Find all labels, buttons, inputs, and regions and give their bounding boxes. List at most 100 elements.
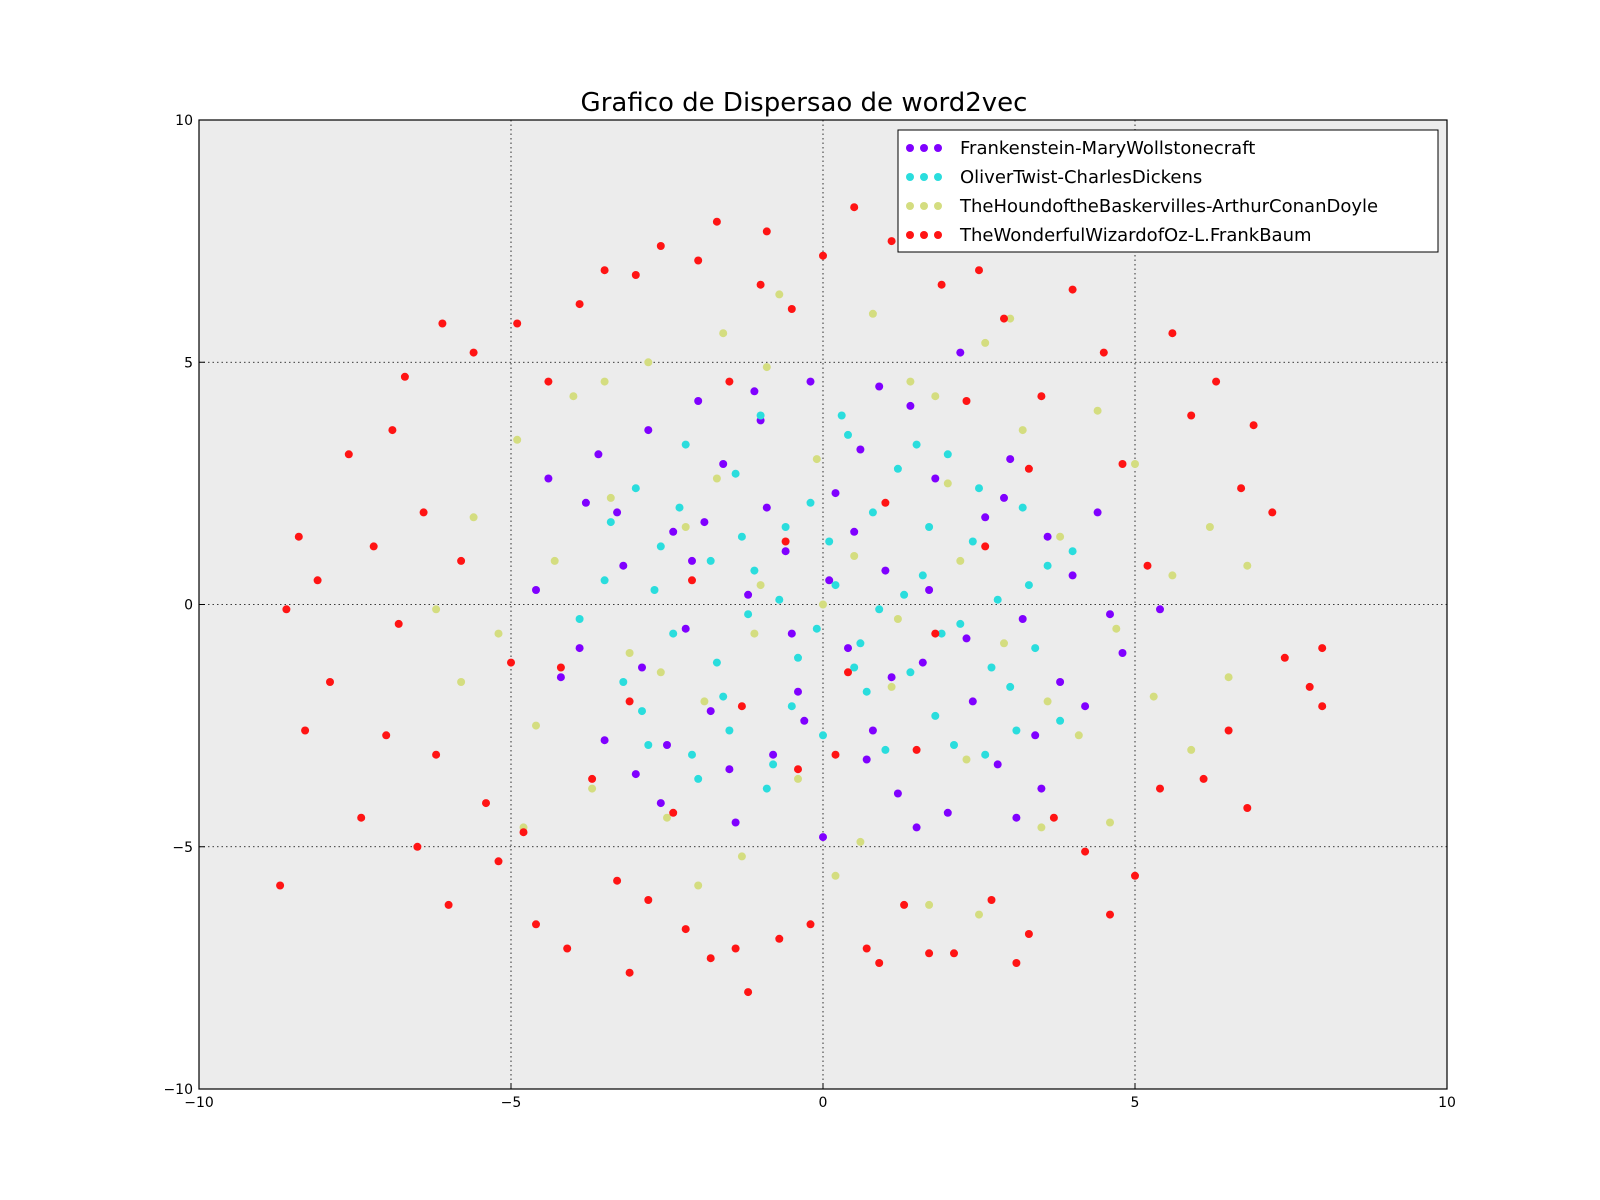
scatter-point [819,251,827,260]
scatter-point [694,397,703,405]
scatter-point [862,755,871,764]
scatter-point [794,774,802,783]
scatter-point [444,900,453,909]
scatter-point [850,663,859,672]
legend-box [897,129,1439,253]
scatter-point [588,774,597,783]
scatter-point [1012,726,1021,735]
scatter-point [513,435,522,444]
scatter-point [806,498,815,507]
scatter-point [968,537,977,546]
legend-marker [934,202,942,210]
legend-marker [920,144,928,152]
x-tick-label: 10 [1438,1095,1456,1111]
scatter-point [918,571,927,580]
scatter-point [1056,716,1065,725]
legend: Frankenstein-MaryWollstonecraft OliverTw… [897,129,1439,253]
scatter-point [1024,581,1033,590]
scatter-point [800,716,809,725]
scatter-point [856,639,865,648]
scatter-point [581,498,590,507]
scatter-point [1000,493,1008,502]
scatter-point [775,290,784,299]
scatter-point [794,765,802,774]
data-points [276,203,1327,997]
legend-label: TheHoundoftheBaskervilles-ArthurConanDoy… [959,196,1378,217]
scatter-point [1081,702,1090,711]
grid [199,120,1447,1089]
scatter-point [912,745,921,754]
scatter-point [844,430,852,439]
scatter-point [831,489,840,498]
scatter-point [906,401,915,410]
scatter-point [1018,426,1027,435]
scatter-point [606,518,615,527]
axis-ticks: −10 −5 0 5 10 −10 −5 0 5 10 [163,113,1455,1111]
scatter-point [893,464,902,473]
scatter-point [700,697,709,706]
scatter-point [688,576,696,585]
scatter-point [1037,823,1046,832]
scatter-point [962,397,971,405]
scatter-point [756,581,765,590]
x-tick-label: −5 [501,1095,522,1111]
scatter-point [544,474,553,483]
legend-entry-3: TheWonderfulWizardofOz-L.FrankBaum [906,225,1312,246]
scatter-point [681,925,690,934]
scatter-point [975,484,983,493]
scatter-point [762,503,771,512]
scatter-point [787,702,796,711]
scatter-point [1037,392,1046,401]
scatter-point [819,731,827,740]
scatter-point [875,382,884,391]
x-tick-label: −10 [184,1095,214,1111]
scatter-point [650,586,659,594]
scatter-point [282,605,291,614]
scatter-point [719,692,728,701]
scatter-point [1118,460,1127,468]
scatter-point [1106,818,1114,827]
legend-marker [906,144,914,152]
scatter-point [681,523,690,531]
scatter-point [850,552,859,560]
scatter-point [532,920,540,929]
scatter-point [850,203,859,212]
scatter-point [931,711,940,720]
scatter-point [388,426,397,435]
scatter-point [775,595,784,604]
scatter-point [731,469,740,478]
scatter-point [781,547,790,556]
scatter-point [357,813,366,822]
scatter-point [400,372,409,381]
x-tick-label: 5 [1131,1095,1140,1111]
series-2 [432,290,1252,919]
scatter-point [1212,377,1221,386]
scatter-point [681,624,690,633]
scatter-point [1187,411,1196,420]
legend-marker [934,231,942,239]
scatter-point [588,784,597,793]
scatter-point [669,629,678,638]
scatter-point [975,910,983,919]
scatter-point [831,750,840,759]
scatter-point [806,920,815,929]
scatter-point [669,527,678,536]
scatter-point [912,823,921,832]
scatter-point [301,726,310,735]
scatter-point [993,760,1002,769]
scatter-point [1006,314,1015,323]
scatter-point [1037,784,1046,793]
scatter-point [1049,813,1058,822]
scatter-point [1131,460,1139,468]
scatter-point [737,702,746,711]
scatter-point [825,537,834,546]
y-tick-label: −5 [172,840,193,856]
legend-label: Frankenstein-MaryWollstonecraft [960,138,1255,159]
scatter-point [1156,784,1164,793]
scatter-point [369,542,378,551]
scatter-point [812,624,821,633]
scatter-point [1056,678,1065,686]
scatter-point [856,837,865,846]
scatter-point [931,392,940,401]
scatter-point [1024,464,1033,473]
